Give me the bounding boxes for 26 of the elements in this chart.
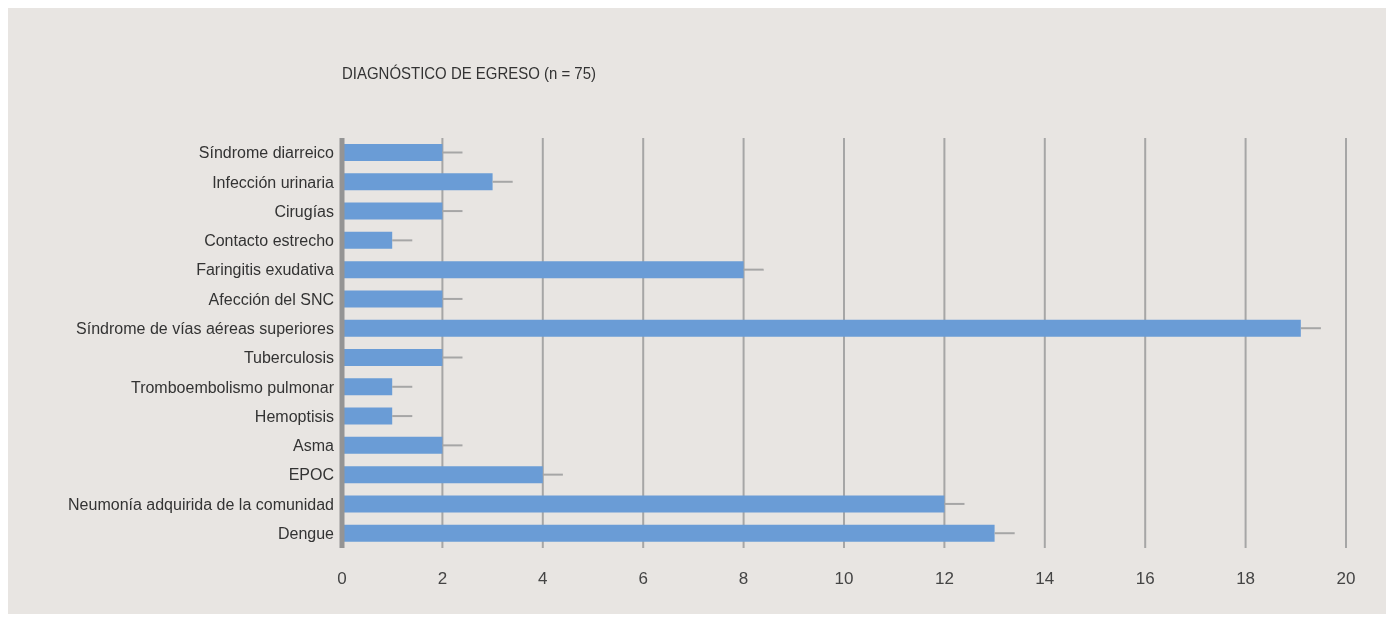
y-tick-label: Hemoptisis (254, 407, 334, 425)
x-tick-label: 12 (934, 569, 954, 589)
x-tick-label: 4 (538, 569, 548, 589)
x-tick-label: 14 (1035, 569, 1055, 589)
y-tick-label: EPOC (288, 466, 334, 484)
x-tick-label: 10 (834, 569, 854, 589)
x-tick-label: 0 (337, 569, 347, 589)
x-tick-label: 18 (1236, 569, 1256, 589)
x-tick-label: 16 (1135, 569, 1155, 589)
y-tick-label: Asma (293, 437, 335, 455)
y-tick-label: Infección urinaria (212, 173, 335, 191)
y-tick-label: Tuberculosis (243, 349, 334, 367)
y-tick-label: Tromboembolismo pulmonar (130, 378, 335, 396)
chart-title: DIAGNÓSTICO DE EGRESO (n = 75) (342, 64, 596, 83)
x-tick-label: 2 (437, 569, 448, 589)
y-tick-label: Faringitis exudativa (196, 261, 335, 279)
x-tick-label: 8 (738, 569, 749, 589)
y-tick-label: Contacto estrecho (204, 232, 335, 250)
y-tick-label: Afección del SNC (208, 290, 334, 308)
y-tick-label: Síndrome diarreico (198, 144, 335, 162)
y-tick-label: Dengue (277, 525, 335, 543)
y-tick-label: Síndrome de vías aéreas superiores (76, 320, 334, 338)
x-tick-label: 20 (1336, 569, 1356, 589)
x-tick-label: 6 (638, 569, 648, 589)
y-tick-label: Cirugías (274, 202, 334, 220)
y-tick-label: Neumonía adquirida de la comunidad (68, 495, 334, 513)
